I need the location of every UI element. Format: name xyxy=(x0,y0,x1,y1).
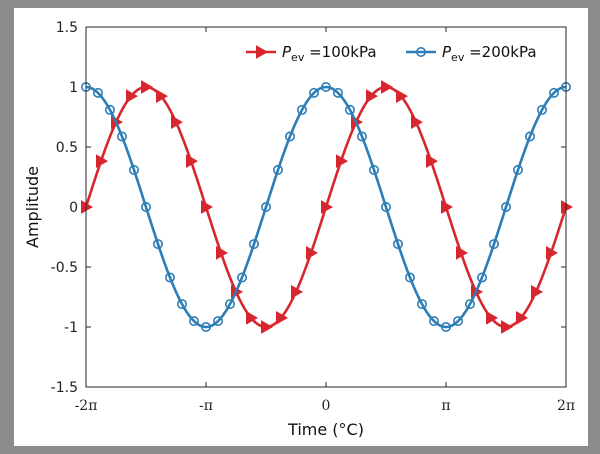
series-marker xyxy=(524,131,535,142)
series-marker xyxy=(225,299,236,310)
series-marker xyxy=(356,131,367,142)
series-marker xyxy=(392,239,403,250)
series-marker xyxy=(476,272,487,283)
y-tick-label: 0.5 xyxy=(56,140,78,156)
series-marker xyxy=(171,115,184,130)
series-marker xyxy=(456,246,469,260)
x-tick-label: 0 xyxy=(322,398,331,414)
series-marker xyxy=(306,246,319,260)
watermark: 知乎 @心同流水 xyxy=(452,424,559,440)
series-marker xyxy=(344,104,355,115)
series-marker xyxy=(320,82,331,93)
series-marker xyxy=(561,200,574,214)
series-marker xyxy=(105,104,116,115)
series-marker xyxy=(165,272,176,283)
series-marker xyxy=(81,200,94,214)
series-marker xyxy=(272,164,283,175)
y-tick-label: -0.5 xyxy=(51,260,78,276)
series-marker xyxy=(512,164,523,175)
x-axis-label: Time (°C) xyxy=(287,420,364,439)
series-marker xyxy=(536,104,547,115)
series-marker xyxy=(440,321,451,332)
plot-frame xyxy=(85,26,567,388)
series-marker xyxy=(93,87,104,98)
series-marker xyxy=(96,154,109,168)
series-marker xyxy=(396,89,409,103)
series-marker xyxy=(201,200,214,214)
series-marker xyxy=(189,316,200,327)
x-tick-label: 2π xyxy=(557,398,575,414)
series-marker xyxy=(156,89,169,103)
x-tick-label: -2π xyxy=(75,398,98,414)
series-marker xyxy=(237,272,248,283)
series-marker xyxy=(186,154,199,168)
series-marker xyxy=(261,320,274,334)
y-tick-label: 1 xyxy=(69,80,78,96)
series-marker xyxy=(501,320,514,334)
series-marker xyxy=(464,299,475,310)
series-marker xyxy=(380,202,391,213)
series-marker xyxy=(336,154,349,168)
series-marker xyxy=(117,131,128,142)
series-marker xyxy=(141,201,152,212)
series-marker xyxy=(126,89,139,103)
series-marker xyxy=(486,311,499,325)
series-marker xyxy=(531,284,544,299)
y-tick-label: 0 xyxy=(69,200,78,216)
series-marker xyxy=(129,164,140,175)
legend: Pev =100kPa Pev =200kPa xyxy=(246,43,537,64)
series-marker xyxy=(452,316,463,327)
y-tick-label: 1.5 xyxy=(56,20,78,36)
series-marker xyxy=(141,80,154,94)
legend-entry-2: Pev =200kPa xyxy=(406,43,537,64)
series-marker xyxy=(428,316,439,327)
legend-label: Pev =200kPa xyxy=(442,43,537,64)
series-marker xyxy=(201,321,212,332)
series-marker xyxy=(296,104,307,115)
series-line xyxy=(85,85,567,329)
y-axis-label: Amplitude xyxy=(23,166,42,248)
series-marker xyxy=(516,311,529,325)
series-layer xyxy=(81,80,574,334)
series-marker xyxy=(411,115,424,130)
series-marker xyxy=(404,272,415,283)
series-marker xyxy=(548,87,559,98)
series-marker xyxy=(261,202,272,213)
legend-swatch-marker xyxy=(415,46,426,57)
series-marker xyxy=(441,200,454,214)
series-marker xyxy=(177,299,188,310)
series-marker xyxy=(366,89,379,103)
legend-swatch-marker xyxy=(256,45,269,59)
x-tick-label: -π xyxy=(199,398,213,414)
series-marker xyxy=(213,316,224,327)
series-marker xyxy=(488,239,499,250)
series-marker xyxy=(276,311,289,325)
series-2 xyxy=(81,82,571,332)
series-marker xyxy=(308,87,319,98)
series-marker xyxy=(291,284,304,299)
series-marker xyxy=(216,246,229,260)
series-marker xyxy=(426,154,439,168)
y-tick-label: -1.5 xyxy=(51,380,78,396)
series-marker xyxy=(546,246,559,260)
series-marker xyxy=(153,239,164,250)
line-chart: -1.5-1-0.500.511.5-2π -π 0 π 2π Pev =100kPa P… xyxy=(23,20,575,439)
series-marker xyxy=(416,299,427,310)
series-marker xyxy=(284,131,295,142)
series-marker xyxy=(249,239,260,250)
legend-label: Pev =100kPa xyxy=(282,43,377,64)
y-tick-label: -1 xyxy=(64,320,78,336)
series-marker xyxy=(500,201,511,212)
series-marker xyxy=(332,87,343,98)
series-marker xyxy=(368,164,379,175)
series-marker xyxy=(246,311,259,325)
figure-canvas: -1.5 -1 -0.5 0 0.5 1 1.5 -2π -π 0 π 2π Pev =100kPa P… xyxy=(14,8,588,446)
legend-entry-1: Pev =100kPa xyxy=(246,43,377,64)
x-tick-label: π xyxy=(441,398,450,414)
series-marker xyxy=(321,200,334,214)
series-marker xyxy=(381,80,394,94)
